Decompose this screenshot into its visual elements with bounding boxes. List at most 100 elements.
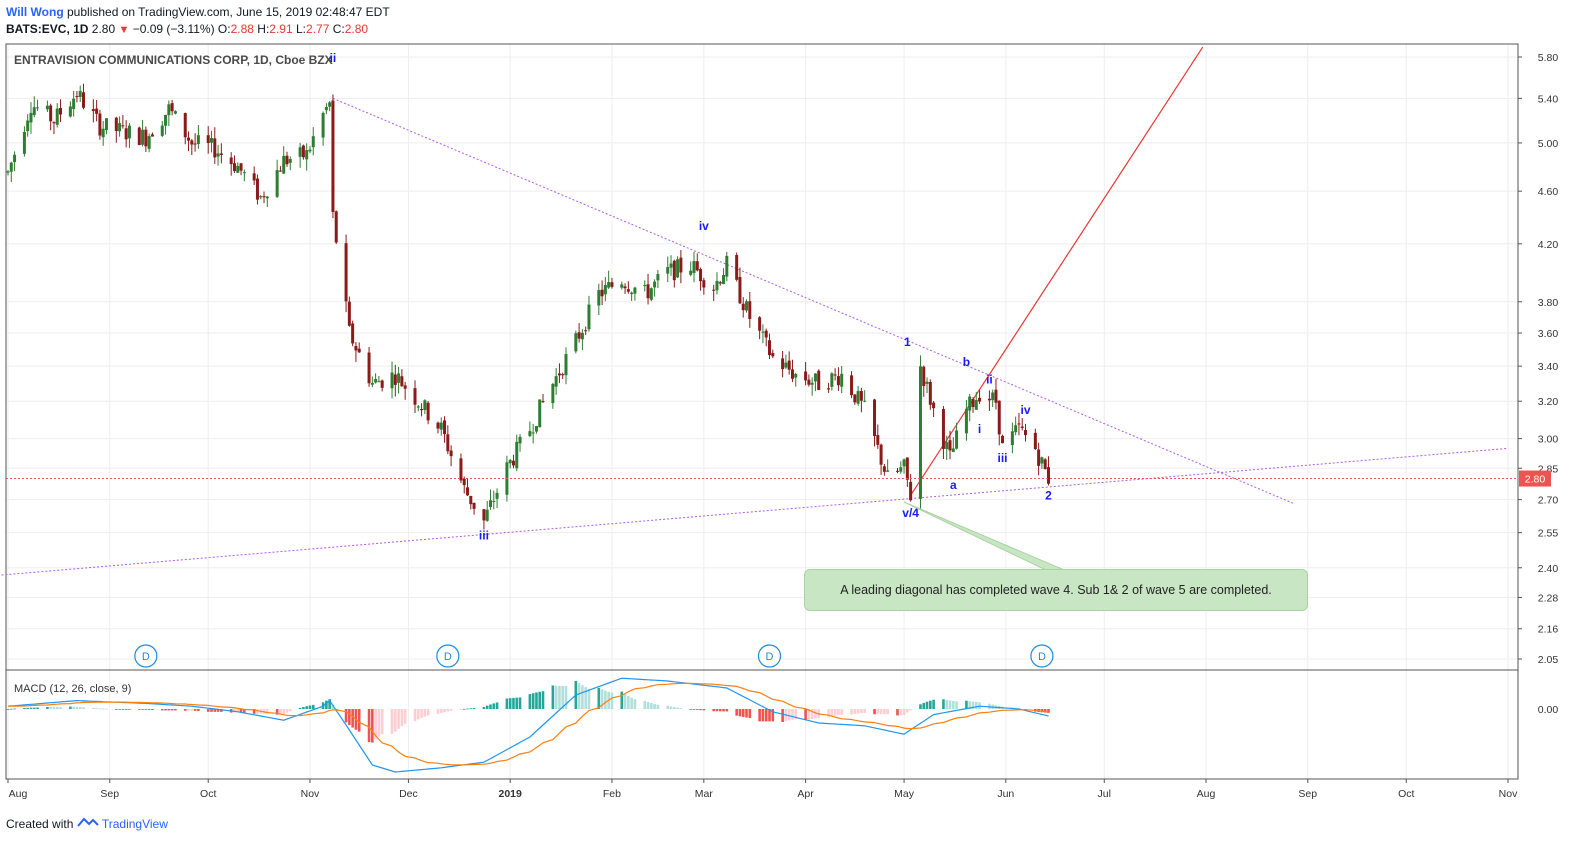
macd-histogram-bar — [220, 709, 223, 712]
price-tick-label: 2.05 — [1538, 654, 1559, 666]
trendline-lower — [1, 447, 1509, 576]
macd-histogram-bar — [863, 709, 866, 713]
macd-histogram-bar — [715, 709, 719, 712]
close-label: C: — [332, 22, 345, 36]
macd-histogram-bar — [581, 685, 584, 709]
candle-body — [78, 90, 82, 97]
dividend-marker-label: D — [444, 651, 452, 663]
candle-body — [219, 153, 223, 155]
candle-body — [850, 375, 854, 396]
candle-body — [574, 333, 578, 352]
candle-body — [1010, 431, 1014, 446]
macd-histogram-bar — [535, 692, 538, 709]
candle-body — [259, 196, 263, 198]
macd-histogram-bar — [922, 702, 926, 709]
macd-histogram-bar — [32, 707, 36, 709]
macd-pane — [6, 677, 1050, 773]
macd-histogram-bar — [233, 709, 236, 713]
macd-histogram-bar — [92, 707, 95, 709]
candle-body — [610, 282, 614, 287]
time-tick-label: Nov — [301, 788, 320, 800]
annotation-callout[interactable]: A leading diagonal has completed wave 4.… — [804, 569, 1308, 611]
macd-histogram-bar — [748, 709, 752, 718]
macd-title: MACD (12, 26, close, 9) — [14, 683, 131, 695]
time-tick-label: May — [894, 788, 915, 800]
macd-histogram-bar — [144, 709, 148, 710]
candle-body — [98, 113, 102, 136]
wave-label: iv — [1020, 403, 1030, 417]
macd-histogram-bar — [837, 709, 840, 716]
macd-histogram-bar — [462, 708, 466, 710]
candle-body — [702, 280, 706, 288]
candle-body — [137, 127, 141, 145]
candle-body — [101, 128, 105, 138]
annotation-text: A leading diagonal has completed wave 4.… — [840, 583, 1272, 597]
candle-body — [1033, 432, 1037, 450]
macd-histogram-bar — [216, 709, 220, 712]
candle-body — [144, 129, 148, 147]
candle-body — [114, 117, 118, 132]
time-axis[interactable]: Aug Sep Oct Nov Dec 2019 Feb Mar Apr May Jun Jul Aug… — [7, 779, 1518, 800]
candle-body — [741, 303, 745, 311]
candle-body — [932, 402, 936, 409]
chart-frame — [5, 43, 1519, 780]
time-tick-label: Sep — [1298, 788, 1317, 800]
price-axis[interactable]: 5.80 5.40 5.00 4.60 4.20 3.80 3.60 3.40 3.20 3.00… — [1518, 52, 1558, 716]
macd-histogram-bar — [75, 706, 79, 709]
dividend-marker-icon — [757, 644, 782, 668]
candle-body — [357, 348, 361, 353]
macd-histogram-bar — [252, 709, 256, 714]
macd-histogram-bar — [174, 709, 177, 711]
macd-histogram-bar — [213, 709, 217, 712]
macd-histogram-bar — [518, 697, 522, 709]
candle-body — [81, 92, 85, 108]
candle-body — [508, 460, 512, 464]
candle-body — [370, 382, 374, 385]
macd-histogram-bar — [610, 692, 614, 709]
candle-body — [265, 196, 269, 199]
macd-histogram-bar — [764, 709, 768, 722]
macd-histogram-bar — [1043, 709, 1047, 713]
candle-body — [55, 108, 59, 125]
macd-histogram-bar — [459, 709, 463, 710]
candle-body — [810, 382, 814, 385]
candle-body — [790, 369, 794, 379]
candle-body — [515, 441, 519, 469]
candle-body — [367, 352, 371, 384]
macd-histogram-bar — [896, 709, 899, 716]
candle-body — [699, 269, 703, 282]
candle-body — [416, 406, 420, 408]
wave-label: i — [978, 422, 981, 436]
tradingview-brand[interactable]: TradingView — [101, 817, 168, 831]
candle-body — [68, 106, 72, 117]
low-value: 2.77 — [306, 22, 330, 36]
macd-histogram-bar — [879, 709, 883, 715]
candle-body — [758, 317, 762, 331]
macd-histogram-bar — [492, 703, 496, 709]
author-link[interactable]: Will Wong — [6, 5, 64, 19]
macd-histogram-bar — [587, 688, 591, 709]
dividend-marker-icon — [1030, 644, 1054, 668]
high-label: H: — [257, 22, 270, 36]
time-tick-label: Sep — [100, 788, 119, 800]
candle-body — [420, 408, 424, 411]
candle-body — [534, 426, 538, 432]
dividend-marker-label: D — [1038, 651, 1046, 663]
candle-body — [32, 107, 36, 116]
macd-histogram-bar — [804, 709, 807, 721]
candle-body — [564, 354, 568, 376]
macd-histogram-bar — [541, 691, 545, 709]
macd-histogram-bar — [485, 705, 489, 709]
candle-body — [95, 108, 99, 114]
trendlines[interactable] — [1, 46, 1509, 576]
candle-body — [29, 112, 33, 123]
candle-body — [403, 385, 407, 389]
macd-histogram-bar — [137, 709, 141, 710]
macd-histogram-bar — [620, 691, 624, 709]
macd-histogram-bar — [528, 694, 532, 709]
candle-body — [59, 107, 63, 115]
macd-histogram-bar — [577, 683, 581, 709]
macd-histogram-bar — [328, 699, 331, 709]
